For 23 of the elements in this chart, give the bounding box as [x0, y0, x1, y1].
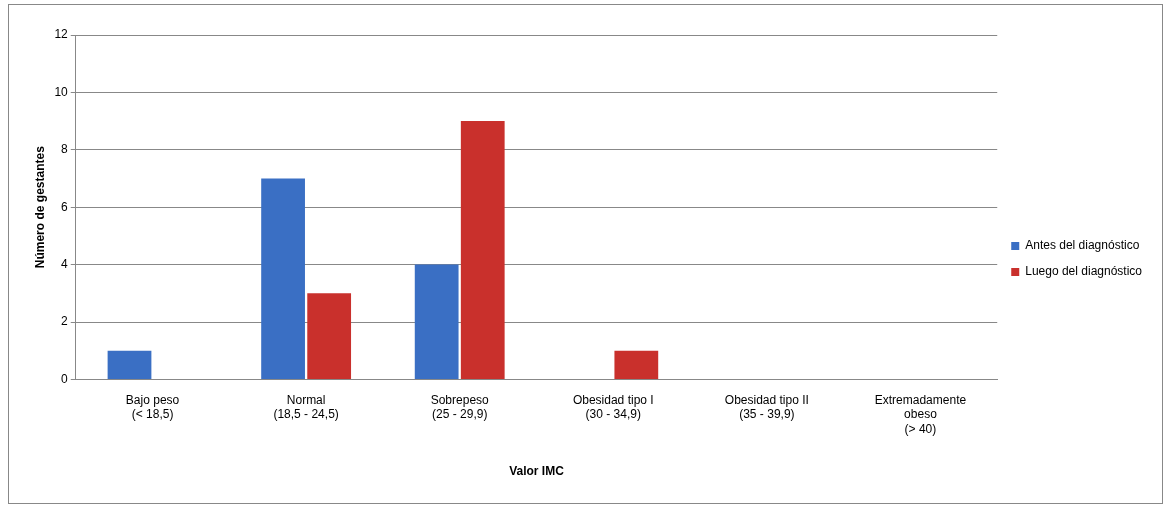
legend-label: Antes del diagnóstico: [1025, 238, 1140, 253]
x-tick-label: Normal (18,5 - 24,5): [273, 392, 339, 422]
y-tick-label: 12: [54, 27, 69, 42]
y-tick-label: 10: [54, 84, 69, 99]
x-tick-label: Sobrepeso (25 - 29,9): [430, 392, 490, 422]
x-tick-label: Extremadamente obeso (> 40): [874, 392, 967, 436]
bar: [107, 350, 152, 379]
bar: [261, 178, 305, 379]
x-tick-label: Obesidad tipo I (30 - 34,9): [572, 392, 654, 422]
legend-label: Luego del diagnóstico: [1025, 264, 1143, 279]
bar: [414, 264, 459, 379]
x-axis-title: Valor IMC: [509, 464, 565, 479]
bar: [614, 350, 659, 379]
bar: [460, 121, 505, 379]
bar: [307, 293, 352, 379]
y-axis-title: Número de gestantes: [32, 145, 47, 269]
y-tick-label: 8: [61, 142, 69, 157]
y-tick-label: 0: [61, 371, 69, 386]
y-tick-label: 6: [61, 199, 69, 214]
y-tick-label: 4: [61, 256, 69, 271]
x-tick-label: Bajo peso (< 18,5): [125, 392, 180, 422]
x-tick-label: Obesidad tipo II (35 - 39,9): [724, 392, 809, 422]
y-tick-label: 2: [61, 314, 69, 329]
